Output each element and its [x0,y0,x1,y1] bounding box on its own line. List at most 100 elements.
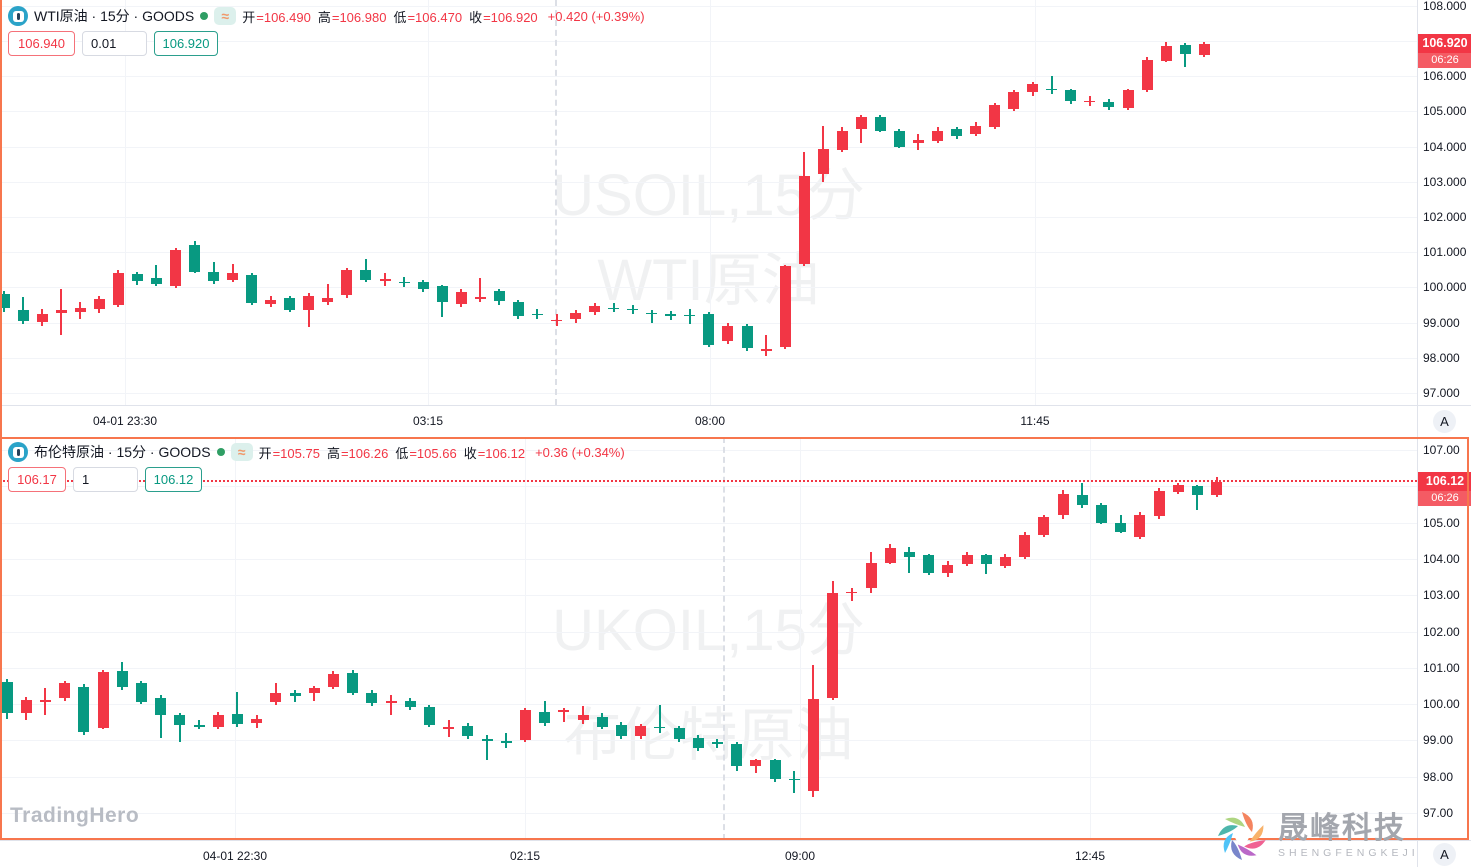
chart-plot-area-wti[interactable]: USOIL,15分 WTI原油 [0,0,1417,405]
candle-body [1057,493,1069,516]
candle-body [1160,45,1172,61]
candle-body [577,715,589,721]
grid-line-h [0,522,1417,524]
candle-body [1084,100,1096,103]
candle-body [884,548,896,563]
tradinghero-watermark: TradingHero [10,804,140,827]
session-break-line [723,437,725,840]
candle-body [646,312,658,315]
price-axis-label: 102.000 [1423,210,1467,224]
candle-wick [198,720,200,730]
price-axis-label: 97.000 [1423,386,1460,400]
candle-body [170,249,181,287]
buy-price-button-brent[interactable]: 106.12 [145,467,202,492]
candle-body [347,673,359,694]
ohlc-readout-wti: 开=106.490 高=106.980 低=106.470 收=106.920 [242,7,537,26]
change-readout-wti: +0.420 (+0.39%) [547,8,645,24]
candle-body [999,557,1011,567]
candle-body [531,313,543,316]
candle-body [493,290,505,302]
candle-body [665,313,677,317]
candle-body [366,693,378,703]
candle-body [836,130,848,151]
grid-line-h [0,595,1417,597]
candle-body [208,271,220,282]
sell-price-button-brent[interactable]: 106.17 [8,467,66,492]
ohlc-value: =106.12 [477,445,526,461]
auto-scale-button-wti[interactable]: A [1433,410,1456,433]
candle-wick [159,695,162,739]
candle-body [1211,481,1223,495]
realtime-data-icon[interactable]: ≈ [214,7,237,25]
buy-price-button-wti[interactable]: 106.920 [154,31,218,56]
price-axis-label: 98.00 [1423,769,1454,784]
candle-body [462,725,474,737]
candle-body [912,140,924,144]
candle-body [980,555,992,565]
candle-body [284,298,296,310]
spread-box-brent[interactable]: 1 [73,467,138,492]
candle-wick [658,705,661,734]
chart-plot-area-brent[interactable]: UKOIL,15分 布伦特原油 [0,437,1417,840]
auto-scale-button-brent[interactable]: A [1433,842,1456,866]
candle-body [703,313,715,345]
candle-body [398,281,410,284]
grid-line-h [0,146,1417,148]
candle-body [231,714,243,725]
candle-body [150,278,162,284]
ohlc-value: =106.920 [483,9,538,25]
candle-body [1198,43,1210,56]
sell-price-button-wti[interactable]: 106.940 [8,31,75,56]
candle-body [1115,522,1127,532]
ohlc-label: 收 [469,9,483,25]
candle-body [455,292,467,305]
time-axis-label: 11:45 [1020,414,1050,428]
price-axis-wti[interactable]: 106.920 06:26 108.000107.000106.000105.0… [1417,0,1471,405]
symbol-logo-icon-wti [8,6,28,26]
candle-body [817,149,829,174]
candle-body [1172,485,1184,492]
candle-body [20,700,32,714]
time-axis-label: 04-01 23:30 [92,414,158,428]
realtime-data-icon[interactable]: ≈ [230,443,253,461]
pane-brent: UKOIL,15分 布伦特原油 106.12 06:26 107.00106.0… [0,437,1471,867]
price-axis-label: 108.000 [1423,0,1467,13]
symbol-title-brent[interactable]: 布伦特原油 · 15分 · GOODS [34,444,211,460]
price-axis-label: 104.000 [1423,139,1467,154]
candle-body [989,105,1001,128]
candle-body [1038,517,1050,535]
candle-body [39,699,51,703]
candle-body [227,272,239,281]
candle-body [265,299,277,305]
candle-body [500,741,512,743]
price-axis-label: 103.000 [1423,174,1467,189]
candle-body [1076,495,1088,506]
time-axis-wti[interactable]: A 04-01 23:30 03:15 08:00 11:45 [0,405,1471,437]
ohlc-label: 低 [395,445,409,461]
symbol-title-wti[interactable]: WTI原油 · 15分 · GOODS [34,8,195,24]
price-axis-brent[interactable]: 106.12 06:26 107.00106.00105.00104.00103… [1417,437,1471,840]
candle-wick [1196,484,1199,510]
candle-body [1046,88,1058,90]
grid-line-h [0,181,1417,183]
spread-box-wti[interactable]: 0.01 [82,31,147,56]
current-price-tag-wti: 106.920 06:26 [1418,34,1471,68]
price-axis-label: 105.000 [1423,104,1467,119]
candle-body [1191,486,1203,495]
candle-body [423,707,435,726]
candle-body [635,725,647,737]
grid-line-v [1090,437,1091,840]
session-break-line [555,0,557,405]
grid-line-h [0,631,1417,633]
candle-body [827,593,839,699]
grid-line-h [0,450,1417,451]
candle-body [327,674,339,688]
candle-body [673,728,685,740]
market-status-dot-icon [200,12,209,20]
ohlc-value: =106.980 [331,9,387,25]
candle-wick [650,310,653,323]
candle-body [903,551,915,557]
candle-body [722,326,734,341]
symbol-watermark-line2: 布伦特原油 [563,703,854,768]
candle-body [1095,505,1107,523]
